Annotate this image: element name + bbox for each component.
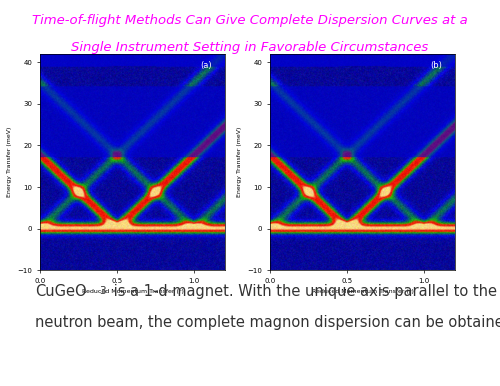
Text: (b): (b) [430, 61, 442, 69]
Text: Time-of-flight Methods Can Give Complete Dispersion Curves at a: Time-of-flight Methods Can Give Complete… [32, 14, 468, 27]
Text: CuGeO: CuGeO [35, 284, 86, 299]
Text: neutron beam, the complete magnon dispersion can be obtained: neutron beam, the complete magnon disper… [35, 315, 500, 330]
Y-axis label: Energy Transfer (meV): Energy Transfer (meV) [7, 127, 12, 197]
Text: (a): (a) [200, 61, 212, 69]
Text: 3: 3 [99, 286, 106, 296]
X-axis label: Reduced Momentum Transfer (r): Reduced Momentum Transfer (r) [312, 290, 414, 295]
Y-axis label: Energy Transfer (meV): Energy Transfer (meV) [237, 127, 242, 197]
Text: is a 1-d magnet. With the unique axis parallel to the incident: is a 1-d magnet. With the unique axis pa… [109, 284, 500, 299]
X-axis label: Reduced Momentum Transfer (r): Reduced Momentum Transfer (r) [82, 290, 184, 295]
Text: Single Instrument Setting in Favorable Circumstances: Single Instrument Setting in Favorable C… [72, 41, 428, 54]
